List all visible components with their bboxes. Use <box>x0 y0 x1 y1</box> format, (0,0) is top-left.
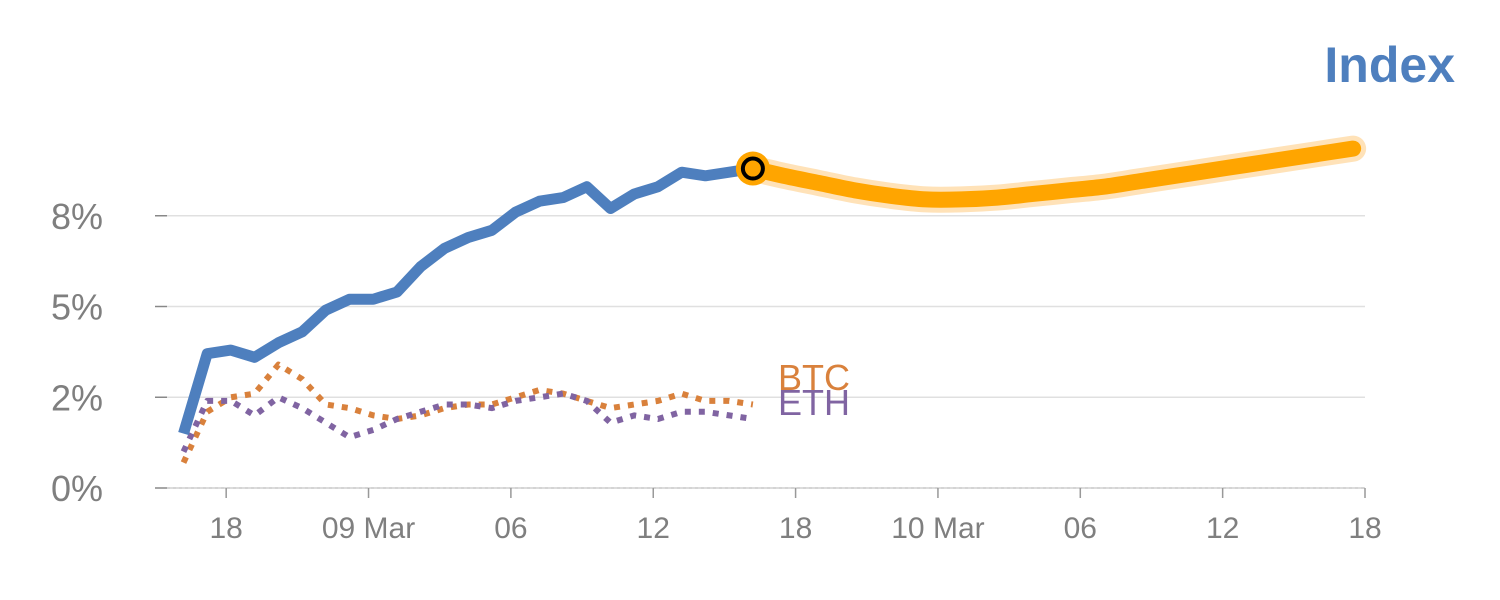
forecast-line <box>744 140 1362 208</box>
y-tick-label: 8% <box>51 196 103 237</box>
y-tick-label: 2% <box>51 377 103 418</box>
x-tick-label: 18 <box>1348 512 1381 545</box>
chart-title: Index <box>1324 37 1455 93</box>
index-line <box>178 163 754 436</box>
series-label-eth: ETH <box>778 382 850 423</box>
current-point-marker <box>735 151 770 186</box>
x-tick-label: 06 <box>1064 512 1097 545</box>
grid-lines <box>155 215 1365 489</box>
y-tick-label: 5% <box>51 287 103 328</box>
x-tick-label: 18 <box>209 512 242 545</box>
x-axis <box>167 487 1366 498</box>
series-line-btc <box>180 361 754 464</box>
x-axis-labels: 18 09 Mar 06 12 18 10 Mar 06 12 18 <box>209 512 1381 545</box>
x-tick-label: 12 <box>637 512 670 545</box>
x-tick-label: 18 <box>779 512 812 545</box>
series-label-btc: BTC <box>778 357 850 398</box>
series-line-eth <box>180 390 754 453</box>
y-tick-label: 0% <box>51 468 103 509</box>
current-point-ring <box>740 156 765 181</box>
x-tick-label: 12 <box>1206 512 1239 545</box>
current-point-marker-group <box>735 151 770 186</box>
y-axis-labels: 0% 2% 5% 8% <box>51 196 103 509</box>
series-lines <box>178 135 1367 464</box>
x-tick-label: 09 Mar <box>322 512 415 545</box>
x-tick-label: 06 <box>494 512 527 545</box>
x-tick-label: 10 Mar <box>891 512 984 545</box>
